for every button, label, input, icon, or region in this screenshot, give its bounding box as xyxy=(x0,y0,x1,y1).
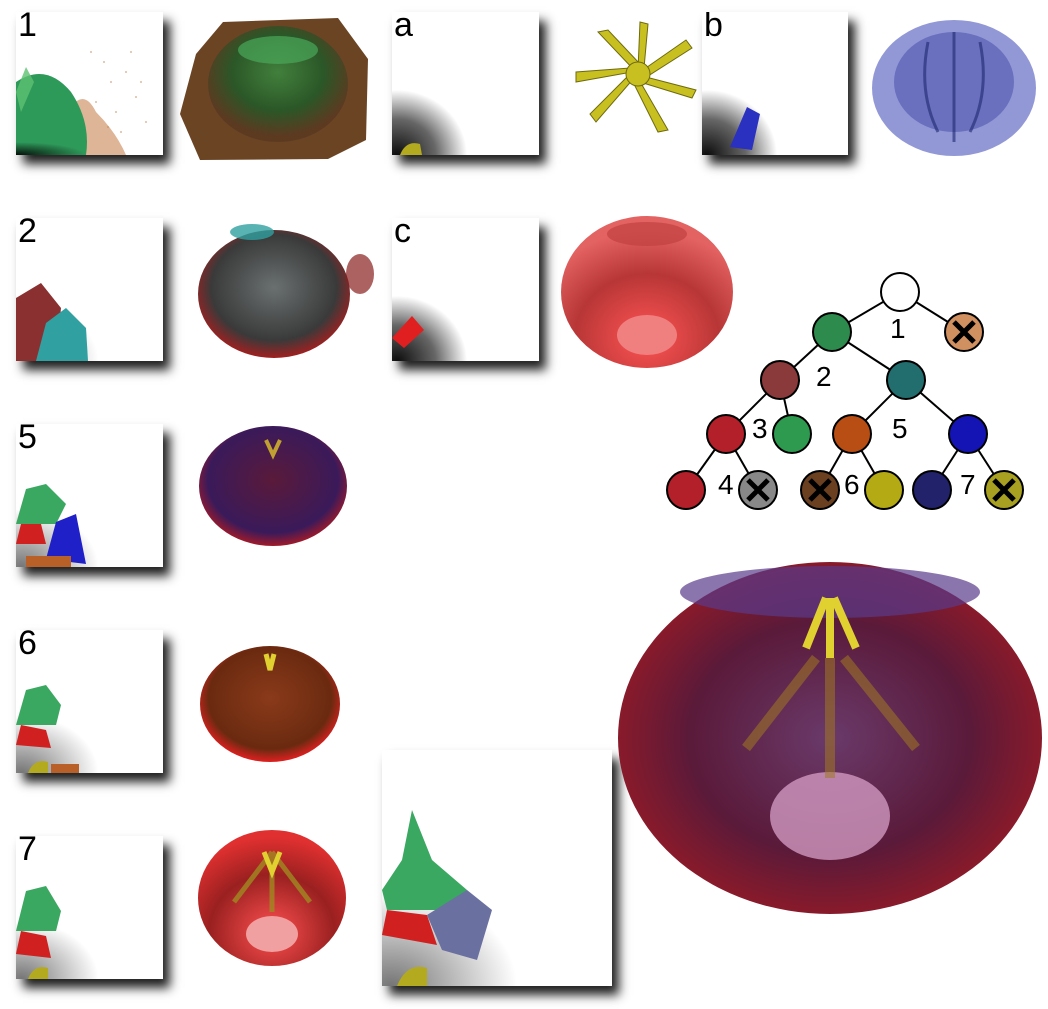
tree-node-n5 xyxy=(886,360,926,400)
histogram-panel-1: 1 xyxy=(16,12,163,155)
histogram-panel-7: 7 xyxy=(16,836,163,979)
tree-label-5: 5 xyxy=(892,413,908,444)
histogram-b-plot xyxy=(702,62,802,155)
excluded-cross-icon xyxy=(992,478,1016,502)
volume-render-2 xyxy=(182,212,378,364)
volume-render-7 xyxy=(194,822,350,972)
panel-label-a: a xyxy=(394,12,413,44)
tree-label-2: 2 xyxy=(816,361,832,392)
tree-label-4: 4 xyxy=(718,469,734,500)
excluded-cross-icon xyxy=(808,478,832,502)
tree-node-n6y xyxy=(864,470,904,510)
tree-node-n3g xyxy=(772,414,812,454)
tree-node-n7b xyxy=(912,470,952,510)
panel-label-5: 5 xyxy=(18,424,37,456)
histogram-panel-b: b xyxy=(702,12,848,155)
tree-node-n6 xyxy=(832,414,872,454)
tree-label-1: 1 xyxy=(890,313,906,344)
panel-label-2: 2 xyxy=(18,218,37,250)
volume-render-a xyxy=(568,12,708,138)
histogram-panel-large xyxy=(382,750,612,986)
tree-node-n7 xyxy=(948,414,988,454)
histogram-panel-a: a xyxy=(392,12,539,155)
histogram-7-plot xyxy=(16,886,126,979)
volume-render-1 xyxy=(178,14,374,162)
histogram-panel-6: 6 xyxy=(16,630,163,773)
histogram-panel-5: 5 xyxy=(16,424,163,567)
tree-node-n1 xyxy=(880,272,920,312)
tree-node-n2 xyxy=(812,312,852,352)
volume-render-b xyxy=(868,12,1040,160)
histogram-large-plot xyxy=(382,810,562,986)
panel-label-1: 1 xyxy=(18,12,37,44)
panel-label-b: b xyxy=(704,12,723,44)
volume-render-final xyxy=(616,558,1044,918)
histogram-c-plot xyxy=(392,268,492,361)
panel-label-c: c xyxy=(394,218,411,250)
histogram-2-plot xyxy=(16,278,126,361)
cluster-tree-diagram: 1 2 3 5 4 6 7 xyxy=(662,270,1042,520)
tree-label-7: 7 xyxy=(960,469,976,500)
volume-render-5 xyxy=(196,420,350,548)
volume-render-c xyxy=(556,210,738,380)
volume-render-6 xyxy=(196,640,344,768)
histogram-6-plot xyxy=(16,685,126,773)
histogram-1-plot xyxy=(16,51,147,155)
tree-node-n4 xyxy=(706,414,746,454)
histogram-panel-2: 2 xyxy=(16,218,163,361)
tree-label-6: 6 xyxy=(844,469,860,500)
histogram-a-plot xyxy=(392,62,492,155)
tree-node-n4r xyxy=(666,470,706,510)
histogram-panel-c: c xyxy=(392,218,539,361)
panel-label-6: 6 xyxy=(18,630,37,662)
panel-label-7: 7 xyxy=(18,836,37,868)
tree-svg: 1 2 3 5 4 6 7 xyxy=(666,272,1024,510)
tree-label-3: 3 xyxy=(752,413,768,444)
excluded-cross-icon xyxy=(952,320,976,344)
tree-node-n3 xyxy=(760,360,800,400)
excluded-cross-icon xyxy=(746,478,770,502)
histogram-5-plot xyxy=(16,484,126,567)
